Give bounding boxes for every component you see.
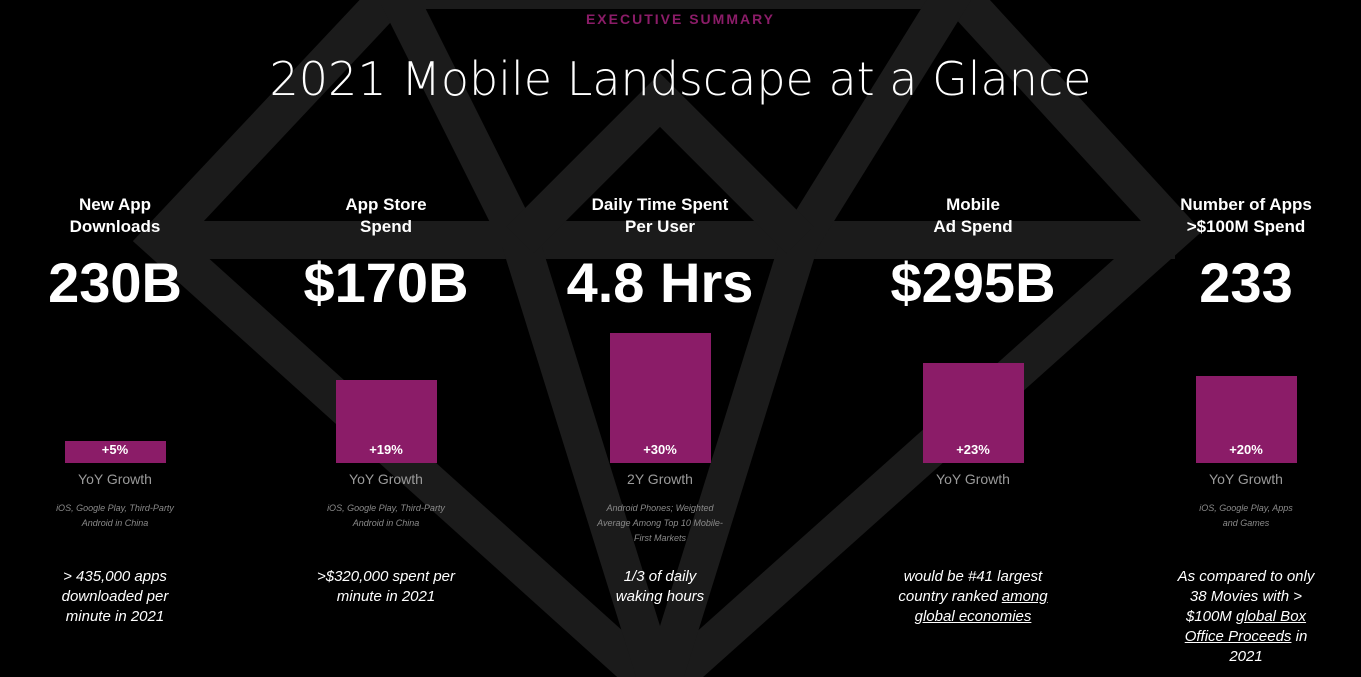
growth-label: YoY Growth — [1209, 471, 1283, 487]
source-line: Android in China — [81, 518, 149, 528]
note-text: would be #41 largest country ranked — [898, 568, 1043, 605]
source-line: Android in China — [352, 518, 420, 528]
growth-label: 2Y Growth — [627, 471, 693, 487]
title-line: Ad Spend — [933, 217, 1013, 236]
column-title: Daily Time Spent Per User — [530, 194, 790, 238]
title-line: Spend — [360, 217, 412, 236]
title-line: Downloads — [69, 217, 161, 236]
source-line: iOS, Google Play, Apps — [1199, 503, 1293, 513]
growth-label: YoY Growth — [936, 471, 1010, 487]
note-text: As compared to only 38 Movies with > $10… — [1177, 568, 1315, 625]
title-line: New App — [78, 195, 152, 214]
column-title: New App Downloads — [0, 194, 245, 238]
note-text: >$320,000 spent per minute in 2021 — [316, 568, 456, 605]
headline: 4.8 Hrs — [566, 251, 754, 314]
title-line: Number of Apps — [1180, 195, 1312, 214]
source: iOS, Google Play, Apps and Games — [1161, 501, 1331, 531]
growth-value: +20% — [1229, 442, 1263, 457]
growth-bar — [335, 380, 437, 463]
source-line: and Games — [1222, 518, 1270, 528]
source: iOS, Google Play, Third-Party Android in … — [301, 501, 471, 531]
growth-value: +19% — [369, 442, 403, 457]
title-line: Mobile — [946, 195, 1000, 214]
note-text: among global economies — [914, 588, 1048, 625]
growth-label: YoY Growth — [349, 471, 423, 487]
note-text: > 435,000 apps downloaded per minute in … — [61, 568, 169, 625]
growth-bar — [1195, 376, 1297, 463]
growth-bar — [922, 362, 1024, 463]
growth-value: +23% — [956, 442, 990, 457]
note: would be #41 largest country ranked amon… — [886, 567, 1061, 627]
note: > 435,000 apps downloaded per minute in … — [45, 567, 185, 627]
source-line: iOS, Google Play, Third-Party — [56, 503, 174, 513]
title-line: Per User — [625, 217, 695, 236]
title-line: >$100M Spend — [1186, 217, 1306, 236]
title: 2021 Mobile Landscape at a Glance — [269, 52, 1092, 106]
title-line: App Store — [345, 195, 427, 214]
headline: $295B — [890, 251, 1056, 314]
growth-value: +5% — [101, 442, 129, 457]
source-line: Average Among Top 10 Mobile- — [597, 518, 723, 528]
column-title: Number of Apps >$100M Spend — [1116, 194, 1361, 238]
source: Android Phones; Weighted Average Among To… — [575, 501, 745, 546]
headline: 233 — [1199, 251, 1293, 314]
note-text: global Box Office Proceeds — [1184, 608, 1307, 645]
kicker: EXECUTIVE SUMMARY — [585, 11, 776, 27]
growth-bar — [609, 332, 711, 463]
title-line: Daily Time Spent — [591, 195, 729, 214]
note-text: 1/3 of daily waking hours — [615, 568, 705, 605]
note-text: in 2021 — [1229, 628, 1308, 665]
note: As compared to only 38 Movies with > $10… — [1169, 567, 1324, 667]
growth-bar — [64, 441, 166, 463]
source-line: First Markets — [633, 533, 686, 543]
headline: $170B — [303, 251, 469, 314]
source-line: Android Phones; Weighted — [606, 503, 714, 513]
column-title: App Store Spend — [256, 194, 516, 238]
growth-value: +30% — [643, 442, 677, 457]
column-title: Mobile Ad Spend — [843, 194, 1103, 238]
source-line: iOS, Google Play, Third-Party — [327, 503, 445, 513]
growth-label: YoY Growth — [78, 471, 152, 487]
note: >$320,000 spent per minute in 2021 — [299, 567, 474, 607]
note: 1/3 of daily waking hours — [605, 567, 715, 607]
headline: 230B — [48, 251, 182, 314]
source: iOS, Google Play, Third-Party Android in … — [30, 501, 200, 531]
